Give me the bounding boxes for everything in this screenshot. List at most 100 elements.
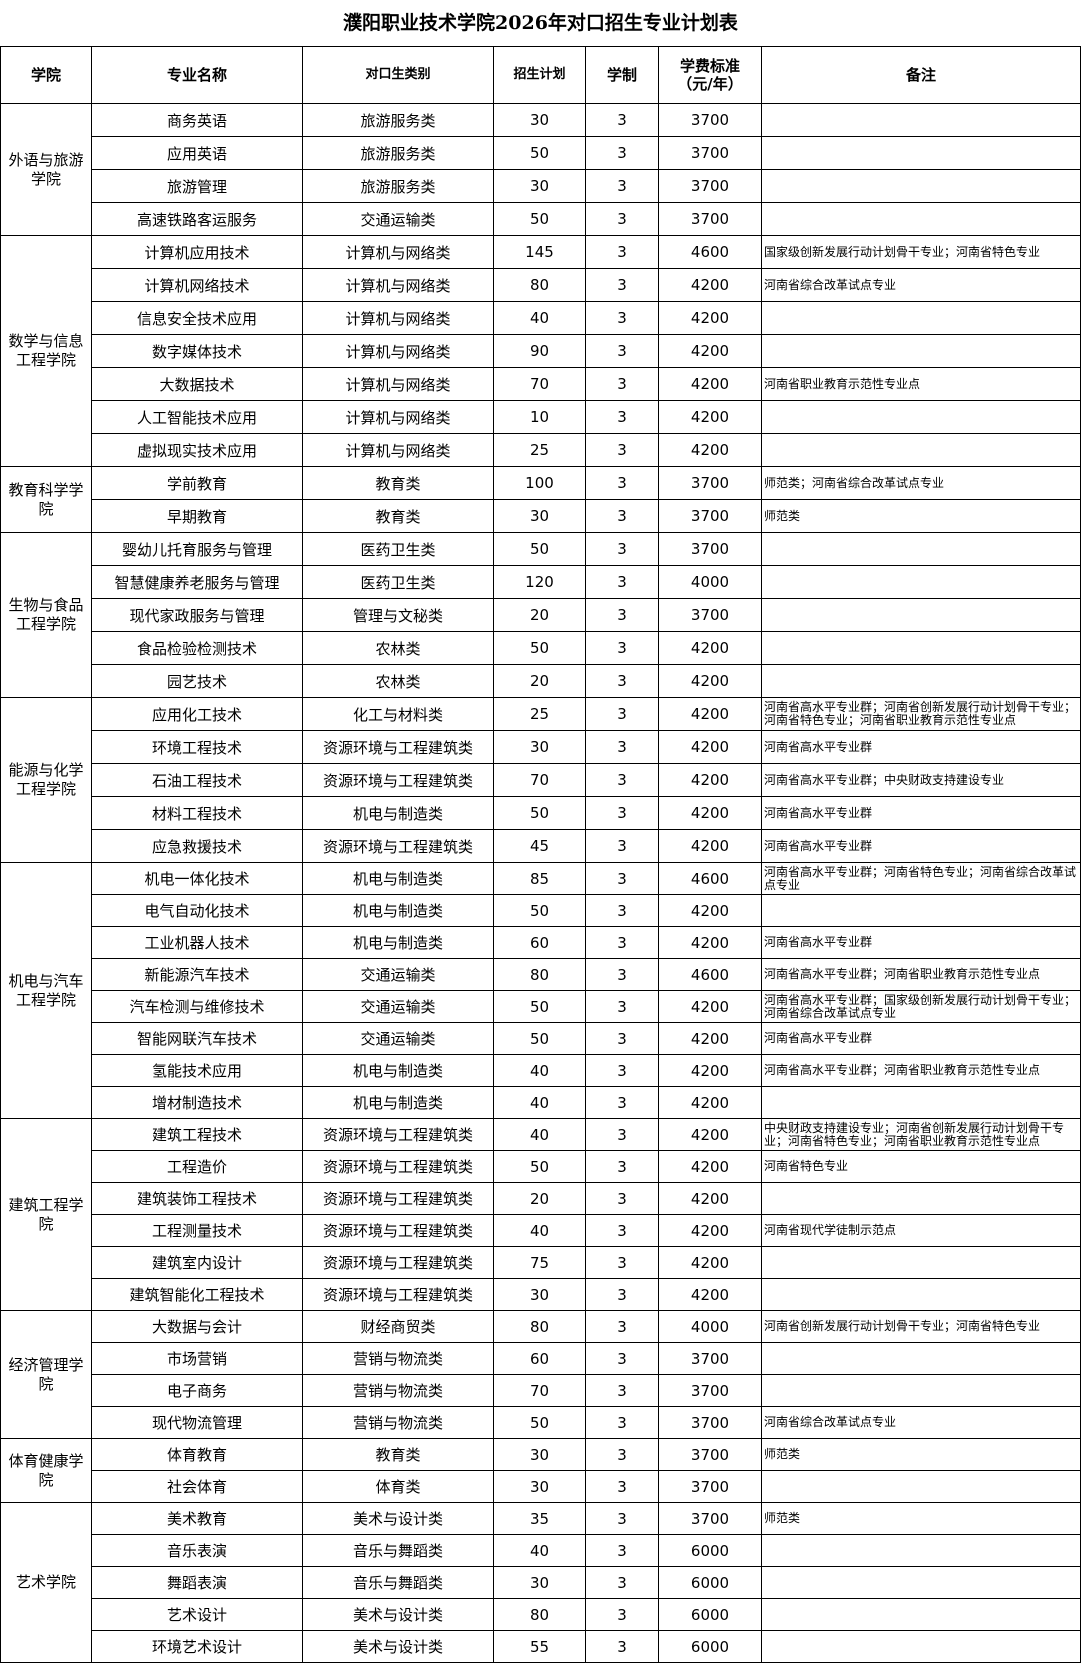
major-name: 音乐表演 — [91, 1534, 303, 1567]
duration: 3 — [585, 1246, 659, 1279]
tuition: 4200 — [658, 829, 762, 863]
remark — [761, 631, 1081, 665]
plan-count: 35 — [493, 1502, 586, 1535]
category: 资源环境与工程建筑类 — [302, 829, 494, 863]
duration: 3 — [585, 1374, 659, 1407]
plan-count: 45 — [493, 829, 586, 863]
remark — [761, 1566, 1081, 1599]
major-name: 体育教育 — [91, 1438, 303, 1471]
plan-count: 145 — [493, 235, 586, 269]
duration: 3 — [585, 1342, 659, 1375]
remark: 中央财政支持建设专业；河南省创新发展行动计划骨干专业；河南省特色专业；河南省职业… — [761, 1118, 1081, 1151]
header-plan: 招生计划 — [493, 46, 586, 104]
plan-count: 80 — [493, 958, 586, 991]
remark — [761, 1086, 1081, 1119]
tuition: 4200 — [658, 730, 762, 764]
major-name: 大数据与会计 — [91, 1310, 303, 1343]
category: 计算机与网络类 — [302, 400, 494, 434]
remark — [761, 301, 1081, 335]
table-row: 电气自动化技术 机电与制造类 50 3 4200 — [1, 894, 1081, 927]
plan-count: 60 — [493, 926, 586, 959]
duration: 3 — [585, 697, 659, 731]
duration: 3 — [585, 1150, 659, 1183]
tuition: 4200 — [658, 400, 762, 434]
college-name: 生物与食品工程学院 — [0, 532, 92, 698]
plan-count: 70 — [493, 1374, 586, 1407]
tuition: 4200 — [658, 268, 762, 302]
remark: 师范类；河南省综合改革试点专业 — [761, 466, 1081, 500]
remark — [761, 894, 1081, 927]
remark: 河南省高水平专业群；河南省职业教育示范性专业点 — [761, 1054, 1081, 1087]
tuition: 4200 — [658, 631, 762, 665]
category: 美术与设计类 — [302, 1598, 494, 1631]
plan-count: 50 — [493, 1150, 586, 1183]
table-row: 经济管理学院 大数据与会计 财经商贸类 80 3 4000 河南省创新发展行动计划骨干专业；… — [0, 1310, 1081, 1439]
table-row: 数字媒体技术 计算机与网络类 90 3 4200 — [1, 334, 1081, 368]
table-row: 能源与化学工程学院 应用化工技术 化工与材料类 25 3 4200 河南省高水平专业群；河南… — [0, 697, 1081, 863]
duration: 3 — [585, 958, 659, 991]
plan-count: 55 — [493, 1630, 586, 1663]
tuition: 4200 — [658, 1182, 762, 1215]
remark — [761, 1342, 1081, 1375]
table-row: 艺术学院 美术教育 美术与设计类 35 3 3700 师范类 — [0, 1502, 1081, 1663]
major-name: 社会体育 — [91, 1470, 303, 1503]
tuition: 3700 — [658, 169, 762, 203]
duration: 3 — [585, 334, 659, 368]
duration: 3 — [585, 565, 659, 599]
remark — [761, 598, 1081, 632]
tuition: 4200 — [658, 796, 762, 830]
plan-count: 70 — [493, 763, 586, 797]
category: 机电与制造类 — [302, 796, 494, 830]
plan-count: 50 — [493, 1406, 586, 1439]
major-name: 艺术设计 — [91, 1598, 303, 1631]
remark — [761, 400, 1081, 434]
table-row: 数学与信息工程学院 计算机应用技术 计算机与网络类 145 3 4600 国家级创新发展行动… — [0, 235, 1081, 467]
header-category: 对口生类别 — [302, 46, 494, 104]
major-name: 应急救援技术 — [91, 829, 303, 863]
remark: 河南省特色专业 — [761, 1150, 1081, 1183]
major-name: 数字媒体技术 — [91, 334, 303, 368]
tuition: 6000 — [658, 1566, 762, 1599]
tuition: 3700 — [658, 202, 762, 236]
major-name: 环境工程技术 — [91, 730, 303, 764]
major-name: 新能源汽车技术 — [91, 958, 303, 991]
tuition: 3700 — [658, 1406, 762, 1439]
plan-count: 25 — [493, 697, 586, 731]
category: 机电与制造类 — [302, 862, 494, 895]
plan-count: 30 — [493, 1470, 586, 1503]
remark: 河南省高水平专业群；中央财政支持建设专业 — [761, 763, 1081, 797]
duration: 3 — [585, 631, 659, 665]
header-tuition: 学费标准 （元/年） — [658, 46, 762, 104]
major-name: 旅游管理 — [91, 169, 303, 203]
remark — [761, 1278, 1081, 1311]
category: 资源环境与工程建筑类 — [302, 1214, 494, 1247]
college-name: 机电与汽车工程学院 — [0, 862, 92, 1119]
tuition: 3700 — [658, 1374, 762, 1407]
duration: 3 — [585, 400, 659, 434]
plan-count: 50 — [493, 1022, 586, 1055]
category: 机电与制造类 — [302, 1054, 494, 1087]
tuition: 3700 — [658, 1502, 762, 1535]
plan-count: 100 — [493, 466, 586, 500]
remark: 河南省综合改革试点专业 — [761, 268, 1081, 302]
table-row: 机电与汽车工程学院 机电一体化技术 机电与制造类 85 3 4600 河南省高水平专业群；河… — [0, 862, 1081, 1119]
category: 资源环境与工程建筑类 — [302, 1278, 494, 1311]
duration: 3 — [585, 1630, 659, 1663]
major-name: 环境艺术设计 — [91, 1630, 303, 1663]
table-row: 环境艺术设计 美术与设计类 55 3 6000 — [1, 1630, 1081, 1663]
major-name: 氢能技术应用 — [91, 1054, 303, 1087]
tuition: 3700 — [658, 532, 762, 566]
category: 资源环境与工程建筑类 — [302, 1150, 494, 1183]
remark: 河南省高水平专业群 — [761, 730, 1081, 764]
plan-count: 50 — [493, 136, 586, 170]
duration: 3 — [585, 1022, 659, 1055]
major-name: 早期教育 — [91, 499, 303, 533]
table-row: 建筑工程学院 建筑工程技术 资源环境与工程建筑类 40 3 4200 中央财政支持建设专业；… — [0, 1118, 1081, 1311]
plan-count: 50 — [493, 532, 586, 566]
duration: 3 — [585, 796, 659, 830]
plan-count: 30 — [493, 1438, 586, 1471]
duration: 3 — [585, 894, 659, 927]
major-name: 计算机应用技术 — [91, 235, 303, 269]
tuition: 4200 — [658, 1150, 762, 1183]
plan-count: 60 — [493, 1342, 586, 1375]
